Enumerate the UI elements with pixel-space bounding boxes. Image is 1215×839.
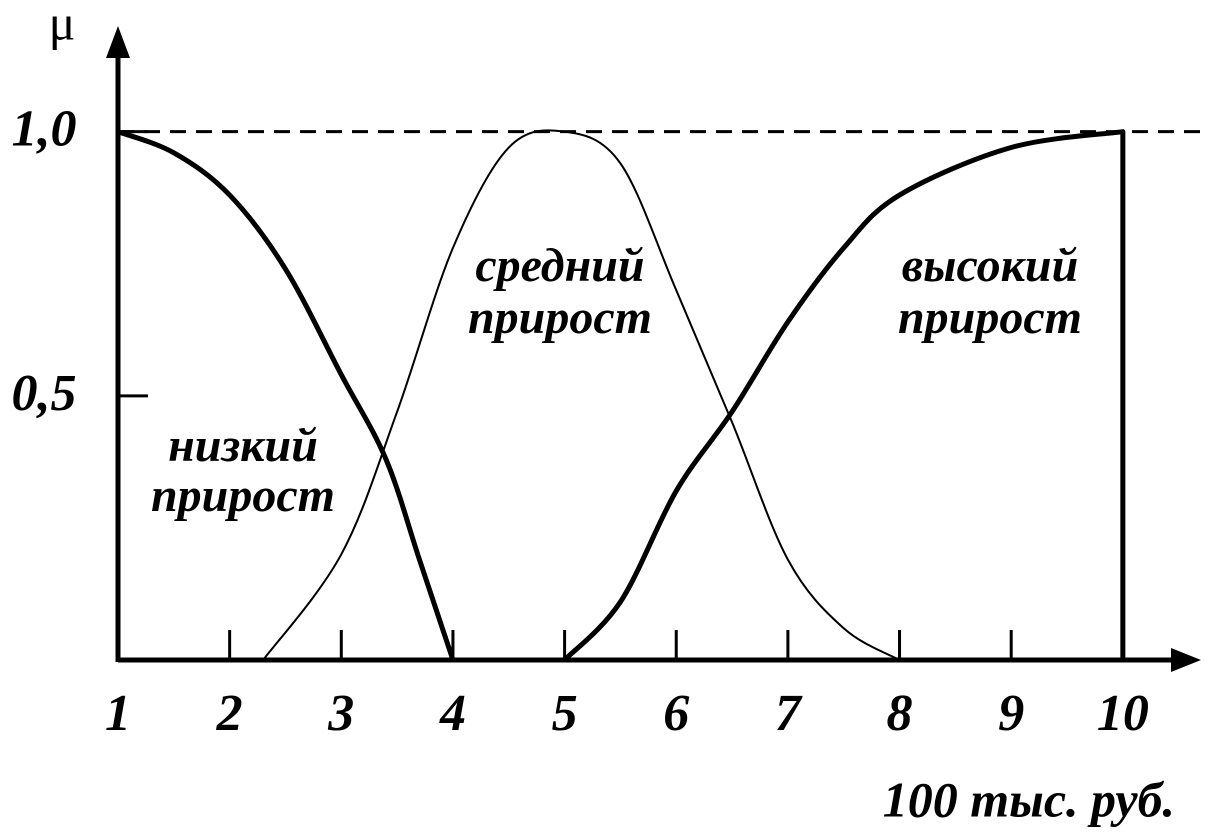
- x-tick-label: 1: [105, 685, 131, 742]
- curve-label: прирост: [151, 469, 335, 522]
- x-tick-label: 10: [1097, 685, 1149, 742]
- curve-label: высокий: [902, 239, 1079, 292]
- x-tick-label: 7: [775, 685, 803, 742]
- x-axis-arrow: [1171, 648, 1201, 672]
- y-tick-label: 1,0: [12, 101, 77, 158]
- x-tick-label: 6: [663, 685, 689, 742]
- x-tick-label: 5: [552, 685, 578, 742]
- curve-label: средний: [475, 239, 644, 292]
- x-axis-label: 100 тыс. руб.: [883, 771, 1175, 827]
- x-tick-label: 8: [887, 685, 913, 742]
- x-tick-label: 9: [998, 685, 1024, 742]
- curve: [562, 129, 1126, 662]
- x-tick-label: 2: [216, 685, 243, 742]
- curve: [262, 129, 901, 661]
- curve-label: прирост: [468, 291, 652, 344]
- curve-label: низкий: [168, 419, 318, 472]
- curve-label: прирост: [898, 291, 1082, 344]
- curve: [117, 129, 456, 661]
- y-axis-arrow: [106, 26, 130, 58]
- x-tick-label: 4: [439, 685, 466, 742]
- y-tick-label: 0,5: [12, 365, 77, 422]
- y-axis-label: μ: [49, 0, 76, 50]
- x-tick-label: 3: [327, 685, 354, 742]
